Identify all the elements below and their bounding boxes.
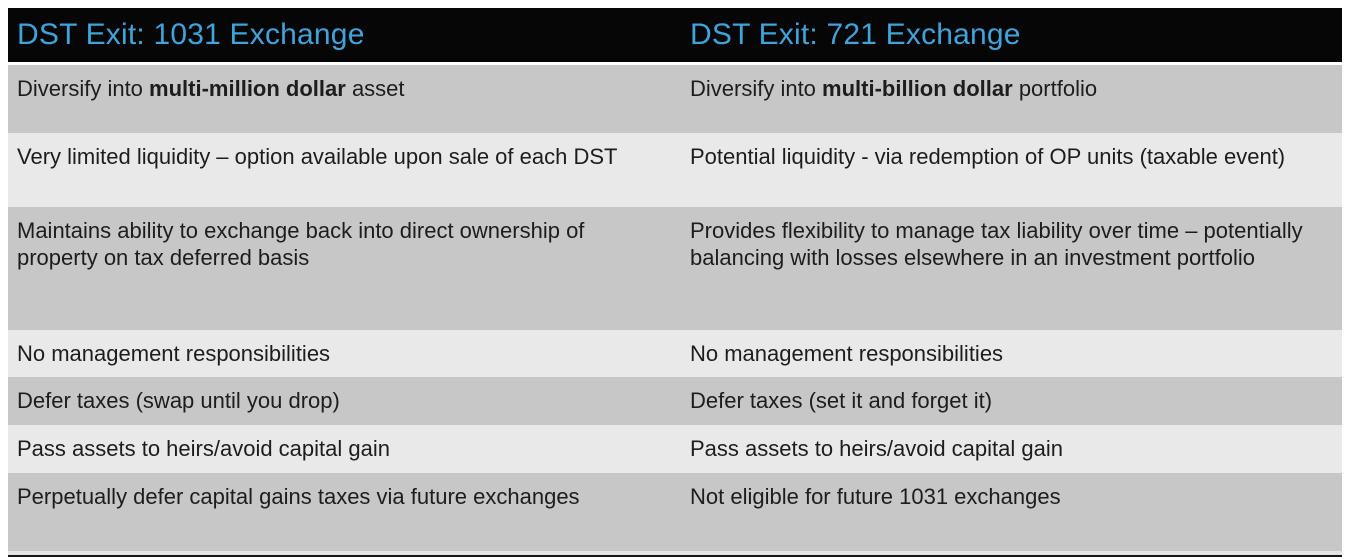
cell-text: Diversify into: [17, 76, 150, 101]
cell-text: asset: [345, 76, 405, 101]
cell-text: No management responsibilities: [17, 341, 331, 366]
cell-text-bold: multi-million dollar: [149, 76, 346, 101]
column-header-1031-exchange: DST Exit: 1031 Exchange: [17, 18, 365, 51]
cell-text: Defer taxes (swap until you drop): [17, 388, 340, 413]
table-cell-left: Pass assets to heirs/avoid capital gain: [8, 425, 675, 473]
table-header-row: DST Exit: 1031 Exchange DST Exit: 721 Ex…: [8, 8, 1342, 62]
table-cell-right: Pass assets to heirs/avoid capital gain: [675, 425, 1342, 473]
cell-text: Very limited liquidity – option availabl…: [17, 144, 618, 169]
cell-text: No management responsibilities: [690, 341, 1004, 366]
comparison-table: DST Exit: 1031 Exchange DST Exit: 721 Ex…: [8, 8, 1342, 557]
table-row: Maintains ability to exchange back into …: [8, 207, 1342, 330]
table-row: Diversify into multi-million dollar asse…: [8, 65, 1342, 133]
table-row: Defer taxes (swap until you drop) Defer …: [8, 377, 1342, 425]
table-cell-left: Diversify into multi-million dollar asse…: [8, 65, 675, 133]
cell-text: Pass assets to heirs/avoid capital gain: [17, 436, 390, 461]
table-cell-right: Provides flexibility to manage tax liabi…: [675, 207, 1342, 330]
cell-text: portfolio: [1012, 76, 1098, 101]
cell-text: Perpetually defer capital gains taxes vi…: [17, 484, 580, 509]
table-cell-right: Defer taxes (set it and forget it): [675, 377, 1342, 425]
cell-text: Potential liquidity - via redemption of …: [690, 144, 1286, 169]
table-row: Pass assets to heirs/avoid capital gain …: [8, 425, 1342, 473]
table-cell-left: Maintains ability to exchange back into …: [8, 207, 675, 330]
cell-text: Maintains ability to exchange back into …: [17, 218, 585, 270]
table-cell-left: No management responsibilities: [8, 330, 675, 377]
cell-text: Defer taxes (set it and forget it): [690, 388, 993, 413]
table-row: Perpetually defer capital gains taxes vi…: [8, 473, 1342, 551]
table-row: Very limited liquidity – option availabl…: [8, 133, 1342, 207]
table-cell-right: Potential liquidity - via redemption of …: [675, 133, 1342, 207]
table-cell-left: Perpetually defer capital gains taxes vi…: [8, 473, 675, 551]
header-separator: [8, 62, 1342, 65]
table-cell-right: Diversify into multi-billion dollar port…: [675, 65, 1342, 133]
table-row: No management responsibilities No manage…: [8, 330, 1342, 377]
cell-text: Provides flexibility to manage tax liabi…: [690, 218, 1303, 270]
table-cell-right: No management responsibilities: [675, 330, 1342, 377]
table-bottom-strip: [8, 551, 1342, 555]
cell-text-bold: multi-billion dollar: [822, 76, 1013, 101]
table-bottom-border: [8, 555, 1342, 557]
cell-text: Diversify into: [690, 76, 823, 101]
cell-text: Pass assets to heirs/avoid capital gain: [690, 436, 1063, 461]
cell-text: Not eligible for future 1031 exchanges: [690, 484, 1061, 509]
table-cell-left: Very limited liquidity – option availabl…: [8, 133, 675, 207]
table-cell-right: Not eligible for future 1031 exchanges: [675, 473, 1342, 551]
column-header-721-exchange: DST Exit: 721 Exchange: [690, 18, 1021, 51]
table-cell-left: Defer taxes (swap until you drop): [8, 377, 675, 425]
